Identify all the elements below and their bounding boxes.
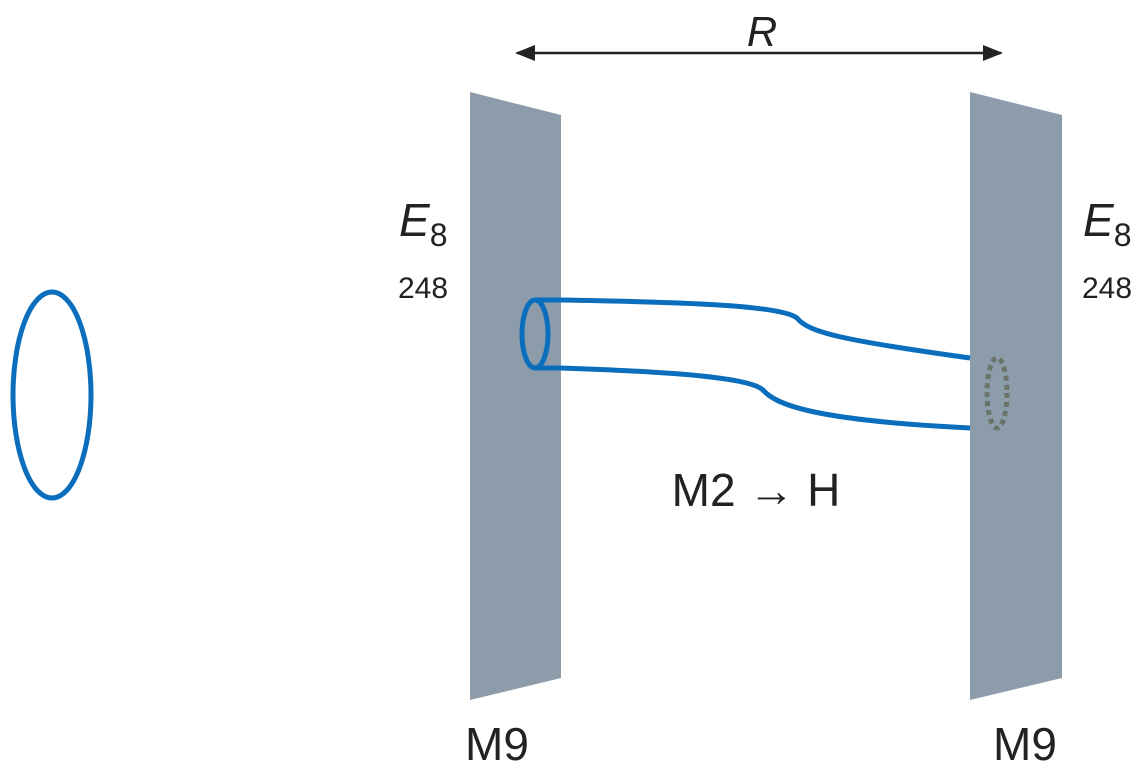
brane-label: M9 (993, 718, 1057, 765)
dimension-label: 248 (398, 272, 448, 305)
membrane-edge (535, 300, 970, 358)
group-label: E8 (399, 194, 447, 253)
group-index: 8 (430, 217, 448, 253)
group-label: E8 (1083, 194, 1131, 253)
dimension-label: 248 (1082, 272, 1132, 305)
membrane-label: M2 → H (672, 464, 841, 516)
group-name: E (1083, 194, 1115, 246)
brane-left (470, 92, 561, 700)
brane-label: M9 (465, 718, 529, 765)
brane-right (970, 92, 1062, 700)
group-index: 8 (1114, 217, 1132, 253)
diagram: R E8 248 M9 E8 248 M9 M2 → H (0, 0, 1142, 765)
group-name: E (399, 194, 431, 246)
distance-label: R (747, 8, 777, 55)
closed-string (13, 292, 91, 498)
membrane-edge (535, 368, 970, 428)
